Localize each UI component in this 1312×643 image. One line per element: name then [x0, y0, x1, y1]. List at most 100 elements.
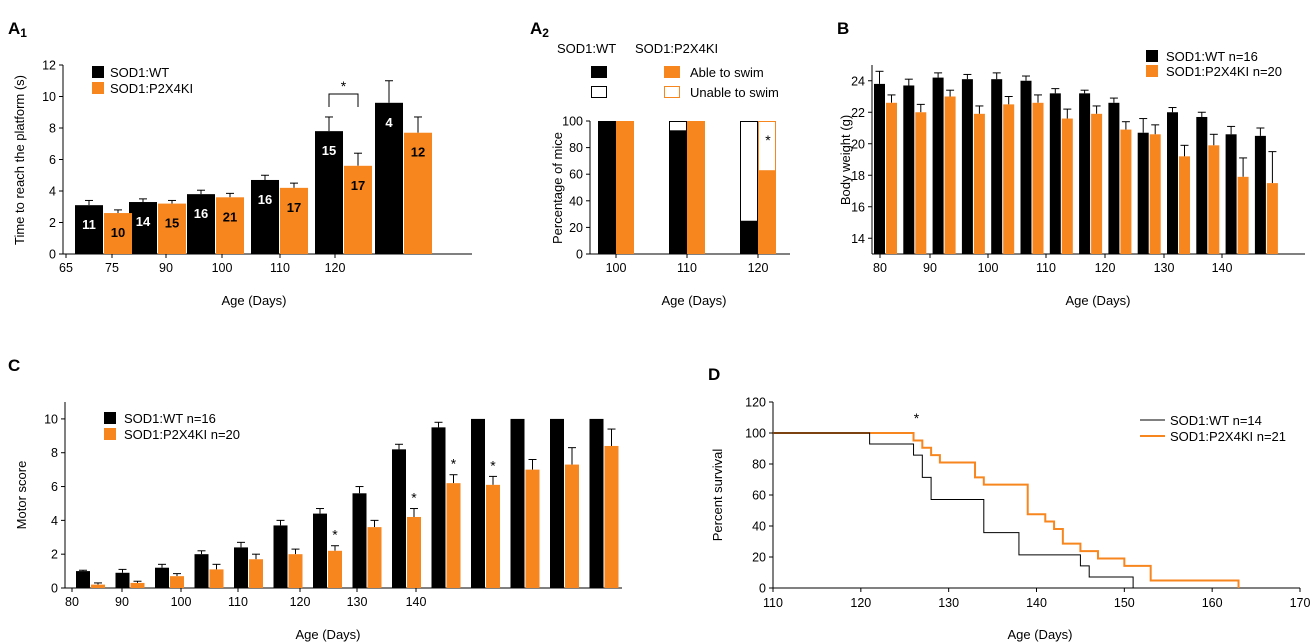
a2-bar-able-wt — [598, 121, 616, 254]
a1-bar-ki — [216, 197, 244, 254]
b-bar-ki — [1237, 176, 1249, 254]
b-bar-ki — [973, 113, 985, 254]
a1-legend-label-ki: SOD1:P2X4KI — [110, 81, 193, 96]
d-x-tick-label: 160 — [1202, 596, 1223, 610]
a1-n-label: 15 — [322, 143, 336, 158]
d-y-axis-label: Percent survival — [710, 449, 725, 542]
b-bar-wt — [903, 85, 915, 254]
c-bar-ki — [525, 469, 540, 588]
a1-bar-wt — [315, 131, 343, 254]
a1-y-tick-label: 8 — [49, 122, 56, 136]
b-bar-ki — [915, 112, 927, 254]
b-x-tick-label: 110 — [1036, 261, 1056, 275]
c-bar-wt — [352, 493, 367, 588]
b-bar-ki — [1179, 156, 1190, 254]
a1-bar-wt — [375, 102, 403, 254]
d-y-tick-label: 120 — [745, 396, 766, 410]
a1-y-tick-label: 10 — [42, 90, 56, 104]
b-y-tick-label: 24 — [851, 74, 865, 88]
a2-bar-able-ki — [616, 121, 634, 254]
c-bar-wt — [194, 554, 209, 588]
c-bar-ki — [91, 584, 105, 588]
c-bar-wt — [273, 525, 288, 588]
d-y-tick-label: 20 — [752, 551, 766, 565]
c-x-tick-label: 110 — [228, 595, 248, 609]
b-bar-wt — [1196, 116, 1208, 254]
b-y-axis-label: Body weight (g) — [838, 115, 853, 205]
b-legend-label-ki: SOD1:P2X4KI n=20 — [1166, 64, 1282, 79]
c-bar-wt — [76, 571, 90, 588]
b-bar-ki — [1149, 134, 1161, 254]
c-legend-swatch-ki — [104, 428, 116, 440]
c-y-tick-label: 10 — [44, 412, 58, 426]
a2-bar-able-wt — [669, 130, 687, 254]
d-legend-label-wt: SOD1:WT n=14 — [1170, 413, 1262, 428]
c-legend-swatch-wt — [104, 412, 116, 424]
d-x-tick-label: 170 — [1290, 596, 1311, 610]
c-bar-ki — [249, 559, 263, 588]
a2-y-tick-label: 60 — [569, 168, 583, 182]
b-bar-ki — [886, 102, 897, 254]
a1-bar-wt — [251, 179, 279, 254]
b-y-tick-label: 18 — [851, 169, 865, 183]
c-bar-wt — [313, 513, 327, 588]
d-x-tick-label: 110 — [763, 596, 783, 610]
a2-legend-label-unable: Unable to swim — [690, 85, 779, 100]
a2-legend-swatch-ki-unable — [664, 86, 680, 98]
a1-y-tick-label: 2 — [49, 216, 56, 230]
a1-bar-ki — [404, 132, 432, 254]
c-y-tick-label: 8 — [51, 446, 58, 460]
c-significance-star: * — [490, 457, 496, 473]
d-survival-line-wt — [773, 432, 1151, 589]
b-y-tick-label: 14 — [851, 232, 865, 246]
a2-bar-able-ki — [758, 170, 776, 254]
b-bar-wt — [1079, 93, 1091, 254]
c-y-tick-label: 4 — [51, 514, 58, 528]
b-legend-swatch-wt — [1146, 50, 1158, 62]
c-bar-wt — [510, 418, 525, 588]
c-bar-wt — [392, 449, 406, 588]
a1-x-axis-label: Age (Days) — [221, 293, 286, 308]
c-y-tick-label: 0 — [51, 582, 58, 596]
d-y-tick-label: 80 — [752, 458, 766, 472]
panel-label-d: D — [708, 365, 720, 384]
b-y-tick-label: 20 — [851, 137, 865, 151]
b-x-axis-label: Age (Days) — [1065, 293, 1130, 308]
d-y-tick-label: 0 — [759, 582, 766, 596]
a2-legend-label-able: Able to swim — [690, 65, 764, 80]
a1-bar-ki — [280, 187, 308, 254]
c-y-tick-label: 2 — [51, 548, 58, 562]
c-bar-ki — [209, 569, 224, 588]
a1-n-label: 16 — [194, 206, 208, 221]
b-x-tick-label: 90 — [923, 261, 937, 275]
c-bar-ki — [170, 576, 184, 588]
panel-label-a2: A2 — [530, 19, 549, 40]
b-bar-ki — [1208, 145, 1220, 254]
a2-significance-star: * — [765, 132, 771, 148]
c-significance-star: * — [411, 490, 417, 506]
c-bar-ki — [328, 550, 342, 588]
d-x-tick-label: 140 — [1026, 596, 1047, 610]
b-bar-wt — [1225, 134, 1237, 254]
b-bar-wt — [1020, 80, 1032, 254]
a1-x-tick-label: 65 — [59, 261, 73, 275]
a2-y-tick-label: 80 — [569, 141, 583, 155]
a2-legend-header-ki: SOD1:P2X4KI — [635, 41, 718, 56]
a2-y-axis-label: Percentage of mice — [550, 132, 565, 244]
c-bar-ki — [288, 554, 303, 588]
b-bar-wt — [1254, 135, 1266, 254]
panel-label-a1: A1 — [8, 19, 27, 40]
a1-y-tick-label: 4 — [49, 185, 56, 199]
a1-n-label: 12 — [411, 145, 425, 160]
a1-y-axis-label: Time to reach the platform (s) — [12, 75, 27, 245]
b-bar-wt — [1167, 112, 1178, 254]
a1-n-label: 11 — [82, 217, 96, 232]
b-bar-wt — [1137, 132, 1149, 254]
d-x-axis-label: Age (Days) — [1007, 627, 1072, 642]
panel-label-c: C — [8, 356, 20, 375]
a1-bar-wt — [187, 194, 215, 254]
b-x-tick-label: 130 — [1154, 261, 1175, 275]
a1-n-label: 14 — [136, 214, 151, 229]
c-bar-ki — [565, 464, 579, 588]
